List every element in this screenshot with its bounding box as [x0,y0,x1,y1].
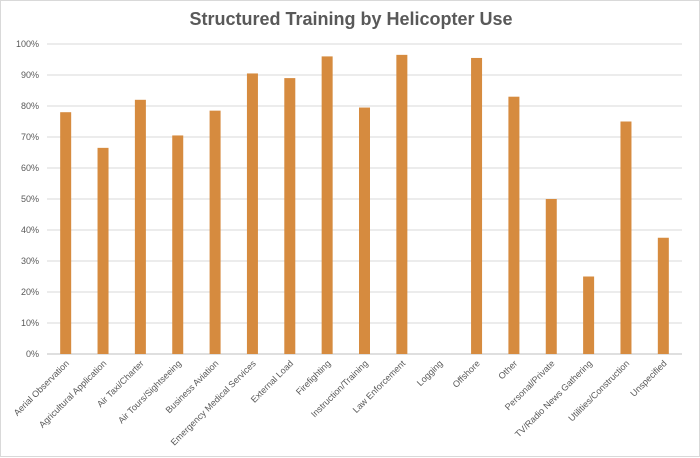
bar [471,57,483,354]
x-tick-label: TV/Radio News Gathering [513,358,594,439]
bar [134,99,146,354]
y-tick-label: 100% [16,39,39,49]
y-tick-label: 40% [21,225,39,235]
chart-title: Structured Training by Helicopter Use [189,9,513,29]
x-tick-label: Unspecified [628,358,668,398]
bar [657,237,669,354]
x-tick-label: Offshore [451,358,482,389]
x-tick-label: Air Tours/Sightseeing [116,358,183,425]
y-tick-label: 30% [21,256,39,266]
y-tick-label: 80% [21,101,39,111]
bar [508,96,520,354]
bar [60,112,72,354]
bar [583,276,595,354]
bar [246,73,258,354]
bar [321,56,333,355]
y-tick-label: 50% [21,194,39,204]
bar [209,110,221,355]
bar [172,135,184,354]
bar [97,147,109,354]
y-tick-label: 10% [21,318,39,328]
bar [545,199,557,354]
y-tick-label: 60% [21,163,39,173]
y-tick-label: 20% [21,287,39,297]
x-tick-label: Firefighting [294,358,333,397]
x-tick-label: Other [496,358,519,381]
y-tick-label: 70% [21,132,39,142]
x-tick-label: Agricultural Application [37,358,108,429]
bar [620,121,632,354]
bar [359,107,370,354]
bar [396,54,408,354]
bar [284,78,296,354]
x-tick-label: Logging [415,358,445,388]
y-tick-label: 90% [21,70,39,80]
y-tick-label: 0% [26,349,39,359]
